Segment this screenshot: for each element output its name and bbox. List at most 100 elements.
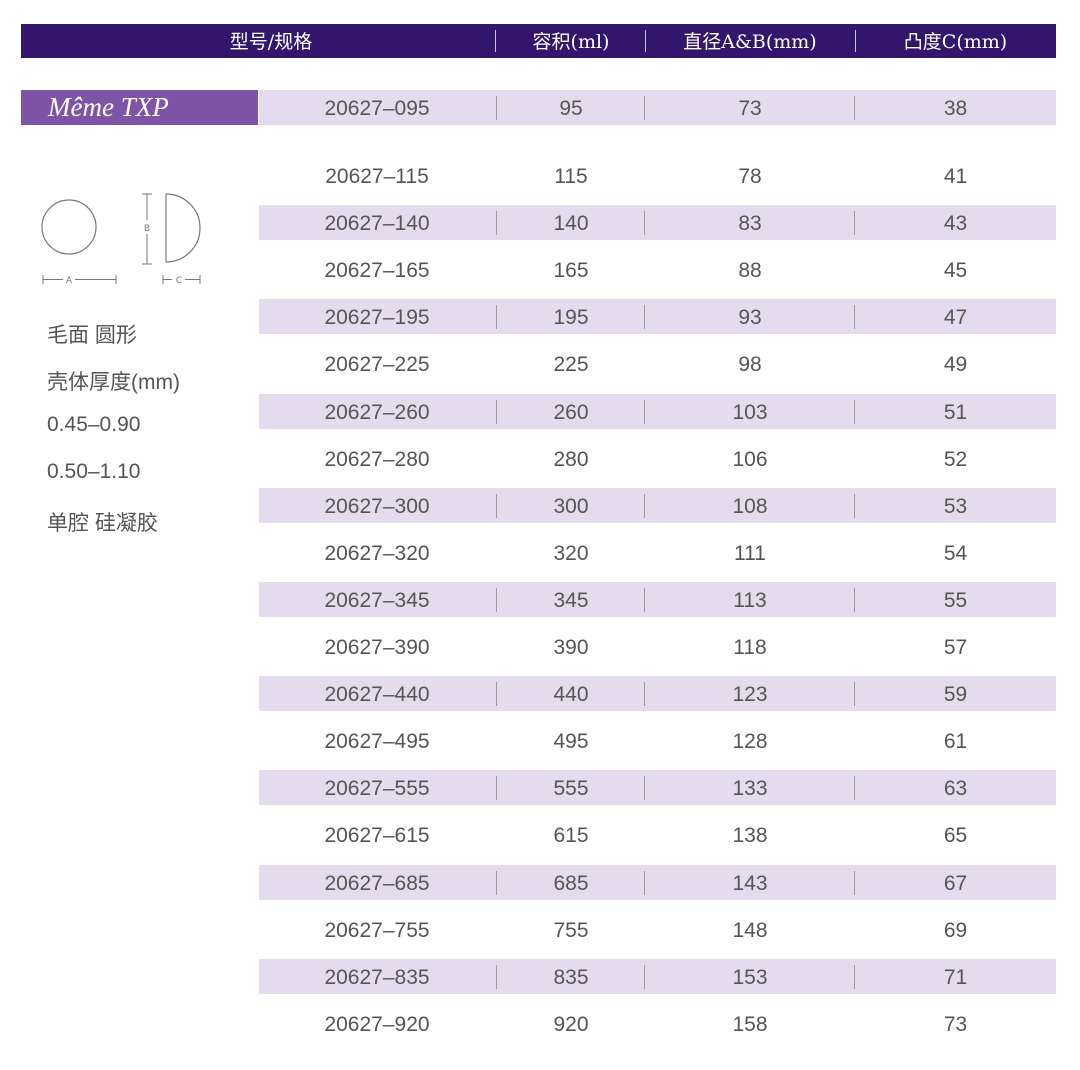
cell-model: 20627–755 [324, 919, 430, 942]
cell-diameter: 78 [738, 165, 762, 188]
table-row: 20627–390 390 118 57 [259, 629, 1056, 664]
cell-volume: 225 [553, 353, 589, 376]
product-name-tag: Même TXP [21, 90, 258, 125]
column-divider [644, 494, 645, 518]
cell-volume: 140 [553, 212, 589, 235]
table-row: 20627–755 755 148 69 [259, 912, 1056, 947]
cell-volume: 615 [553, 824, 589, 847]
shell-thickness-range-2: 0.50–1.10 [47, 460, 141, 483]
cell-volume: 165 [553, 259, 589, 282]
cell-diameter: 93 [738, 306, 762, 329]
table-row: 20627–320 320 111 54 [259, 535, 1056, 570]
cell-volume: 835 [553, 966, 589, 989]
column-divider [644, 211, 645, 235]
cell-model: 20627–555 [324, 777, 430, 800]
cell-projection: 43 [943, 212, 968, 235]
cell-volume: 115 [554, 165, 588, 188]
cell-model: 20627–195 [324, 306, 430, 329]
table-row: 20627–920 920 158 73 [259, 1006, 1056, 1041]
table-row: 20627–260 260 103 51 [259, 394, 1056, 429]
cell-projection: 51 [943, 401, 968, 424]
column-divider [854, 776, 855, 800]
column-divider [496, 871, 497, 895]
column-divider [496, 682, 497, 706]
cell-diameter: 148 [732, 919, 768, 942]
cell-model: 20627–140 [324, 212, 430, 235]
header-projection: 凸度C(mm) [903, 31, 1008, 53]
cell-diameter: 158 [732, 1013, 768, 1036]
column-divider [644, 588, 645, 612]
cell-projection: 49 [943, 353, 968, 376]
cell-diameter: 138 [732, 824, 768, 847]
column-divider [496, 588, 497, 612]
cell-projection: 55 [943, 589, 968, 612]
cell-diameter: 118 [733, 636, 767, 659]
cell-volume: 95 [559, 97, 583, 120]
cell-volume: 440 [553, 683, 589, 706]
cell-volume: 390 [553, 636, 589, 659]
cell-volume: 555 [553, 777, 589, 800]
table-row: 20627–685 685 143 67 [259, 865, 1056, 900]
table-row: 20627–495 495 128 61 [259, 723, 1056, 758]
cell-projection: 53 [943, 495, 968, 518]
cell-diameter: 111 [734, 542, 766, 565]
cell-model: 20627–835 [324, 966, 430, 989]
cell-projection: 59 [943, 683, 968, 706]
implant-shape-diagram: B A C [41, 193, 201, 286]
table-row: 20627–555 555 133 63 [259, 770, 1056, 805]
header-divider [495, 30, 496, 52]
table-row: 20627–345 345 113 55 [259, 582, 1056, 617]
cell-model: 20627–300 [324, 495, 430, 518]
cell-projection: 63 [943, 777, 968, 800]
profile-shape-icon [165, 193, 201, 263]
cell-volume: 280 [553, 448, 589, 471]
column-divider [496, 305, 497, 329]
column-divider [496, 776, 497, 800]
column-divider [644, 776, 645, 800]
column-divider [496, 965, 497, 989]
cell-projection: 45 [943, 259, 968, 282]
column-divider [644, 965, 645, 989]
dimension-a-label: A [66, 276, 73, 286]
cell-diameter: 106 [732, 448, 768, 471]
table-row: 20627–140 140 83 43 [259, 205, 1056, 240]
cell-model: 20627–260 [324, 401, 430, 424]
cell-diameter: 143 [732, 872, 768, 895]
column-divider [644, 682, 645, 706]
cell-diameter: 83 [738, 212, 762, 235]
column-divider [644, 96, 645, 120]
cell-volume: 320 [553, 542, 589, 565]
cell-diameter: 128 [732, 730, 768, 753]
cell-diameter: 88 [738, 259, 762, 282]
table-row: 20627–300 300 108 53 [259, 488, 1056, 523]
table-header: 型号/规格 容积(ml) 直径A&B(mm) 凸度C(mm) [21, 24, 1056, 58]
column-divider [644, 305, 645, 329]
cell-model: 20627–115 [325, 165, 429, 188]
cell-model: 20627–280 [324, 448, 430, 471]
surface-shape-text: 毛面 圆形 [47, 324, 137, 347]
cell-model: 20627–165 [324, 259, 430, 282]
cell-diameter: 98 [738, 353, 762, 376]
cell-volume: 755 [553, 919, 589, 942]
column-divider [496, 96, 497, 120]
column-divider [854, 588, 855, 612]
cell-projection: 71 [943, 966, 968, 989]
header-divider [855, 30, 856, 52]
table-row: 20627–615 615 138 65 [259, 817, 1056, 852]
cell-projection: 38 [943, 97, 968, 120]
cell-volume: 685 [553, 872, 589, 895]
column-divider [854, 494, 855, 518]
cell-model: 20627–345 [324, 589, 430, 612]
cell-projection: 41 [943, 165, 968, 188]
cell-model: 20627–390 [324, 636, 430, 659]
column-divider [496, 494, 497, 518]
cell-projection: 65 [943, 824, 968, 847]
table-row: 20627–195 195 93 47 [259, 299, 1056, 334]
table-row: 20627–115 115 78 41 [259, 158, 1056, 193]
table-row: 20627–225 225 98 49 [259, 346, 1056, 381]
cell-projection: 73 [943, 1013, 968, 1036]
header-divider [645, 30, 646, 52]
column-divider [854, 211, 855, 235]
table-row: 20627–165 165 88 45 [259, 252, 1056, 287]
cell-projection: 47 [943, 306, 968, 329]
